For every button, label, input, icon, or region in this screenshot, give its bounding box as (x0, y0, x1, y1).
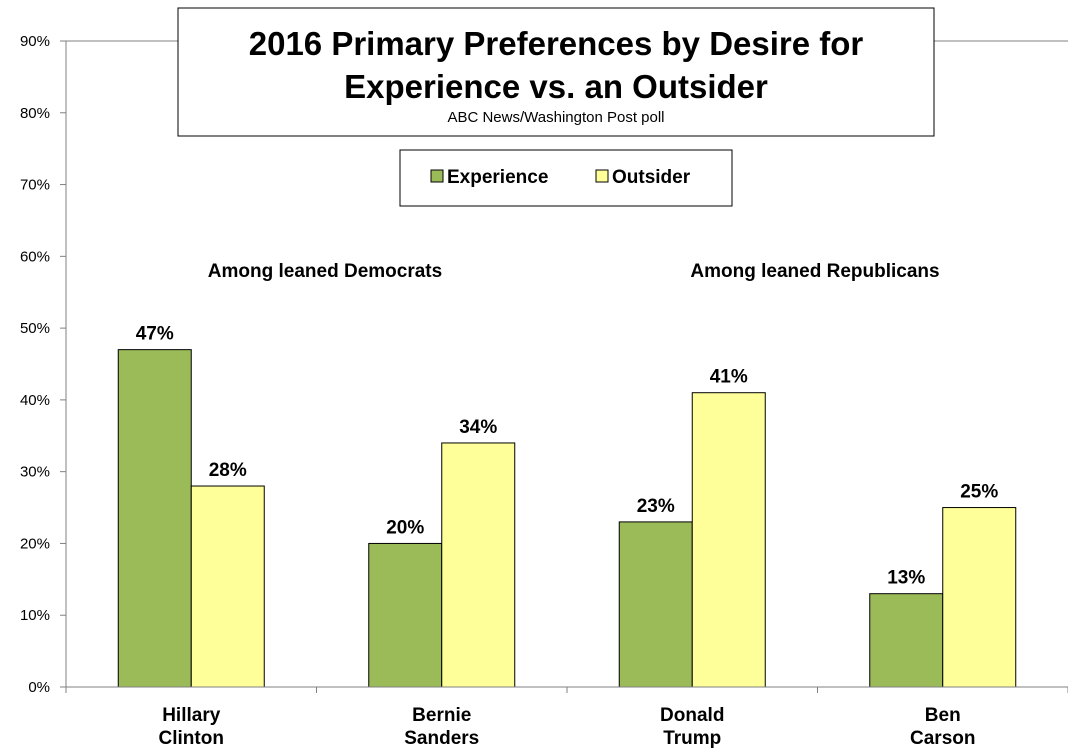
legend-swatch-experience (430, 169, 444, 183)
y-tick-label: 90% (20, 33, 50, 50)
bar-experience-2 (618, 521, 693, 688)
chart-title-line-2: Experience vs. an Outsider (344, 68, 768, 105)
chart-subtitle: ABC News/Washington Post poll (447, 109, 664, 126)
x-category-label: Donald (660, 705, 724, 726)
y-axis: 0% 10% 20% 30% 40% 50% 60% 70% 80% 90% (20, 33, 67, 696)
legend-swatch-outsider (595, 169, 609, 183)
x-category-label: Carson (910, 728, 975, 749)
y-tick-label: 20% (20, 535, 50, 552)
bar-experience-0 (117, 349, 192, 688)
x-category-label: Ben (925, 705, 961, 726)
y-tick-label: 50% (20, 320, 50, 337)
data-label: 13% (887, 568, 925, 589)
bars-group (117, 349, 1017, 688)
chart-title-line-1: 2016 Primary Preferences by Desire for (249, 25, 864, 62)
data-label: 25% (960, 482, 998, 503)
group-label-democrats: Among leaned Democrats (208, 261, 442, 282)
data-label: 23% (637, 496, 675, 517)
bar-outsider-0 (190, 485, 265, 688)
legend-label-outsider: Outsider (612, 167, 691, 188)
x-category-label: Bernie (412, 705, 471, 726)
data-label: 41% (710, 367, 748, 388)
group-label-republicans: Among leaned Republicans (690, 261, 939, 282)
y-tick-label: 0% (28, 679, 50, 696)
legend-box (399, 149, 733, 207)
x-category-label: Hillary (162, 705, 221, 726)
x-axis (65, 686, 1068, 693)
data-labels: 47% 28% 20% 34% 23% 41% 13% 25% (136, 324, 999, 589)
data-label: 20% (386, 517, 424, 538)
y-tick-label: 30% (20, 464, 50, 481)
data-label: 34% (459, 417, 497, 438)
y-tick-label: 60% (20, 248, 50, 265)
bar-outsider-2 (691, 392, 766, 688)
x-category-label: Sanders (404, 728, 479, 749)
data-label: 47% (136, 324, 174, 345)
bar-experience-3 (869, 593, 944, 688)
x-category-label: Clinton (159, 728, 224, 749)
y-tick-label: 10% (20, 607, 50, 624)
y-tick-label: 70% (20, 177, 50, 194)
data-label: 28% (209, 460, 247, 481)
x-category-label: Trump (663, 728, 721, 749)
legend-label-experience: Experience (447, 167, 548, 188)
bar-outsider-1 (441, 442, 516, 688)
bar-experience-1 (368, 542, 443, 688)
y-tick-label: 80% (20, 105, 50, 122)
y-tick-label: 40% (20, 392, 50, 409)
bar-outsider-3 (942, 507, 1017, 688)
title-box (177, 7, 935, 137)
